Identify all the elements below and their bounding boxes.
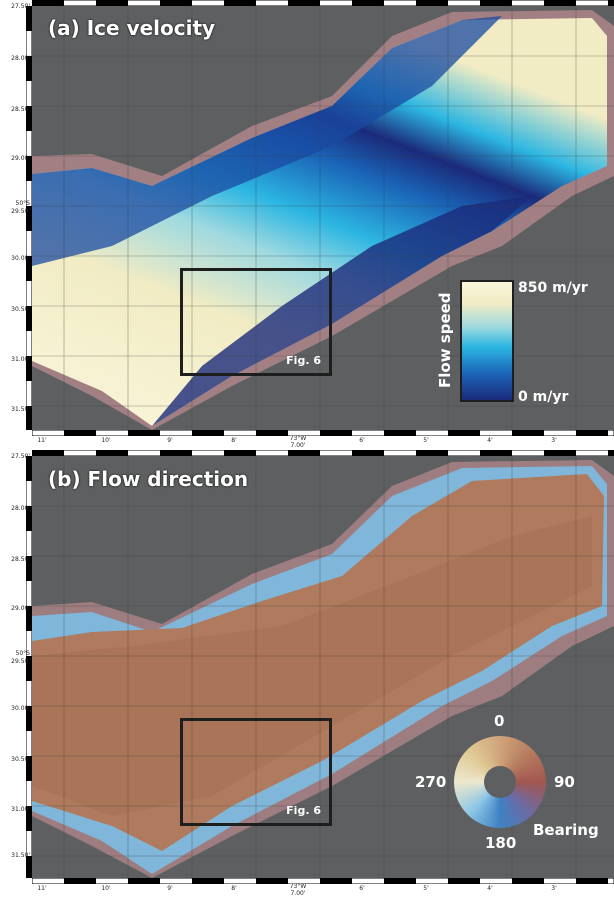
- y-tick-label: 31.50': [11, 852, 30, 859]
- y-tick-label: 31.50': [11, 406, 30, 413]
- velocity-map: [32, 6, 614, 430]
- x-tick-label: 4': [487, 437, 493, 444]
- bearing-north-label: 0: [494, 712, 505, 730]
- bearing-wheel-hole: [484, 766, 516, 798]
- y-tick-label: 28.50': [11, 106, 30, 113]
- y-tick-label: 27.50': [11, 3, 30, 10]
- x-tick-label: 5': [423, 885, 429, 892]
- x-tick-label: 73°W 7.00': [289, 883, 307, 897]
- panel-title: (b) Flow direction: [48, 467, 249, 491]
- x-tick-label: 11': [37, 437, 47, 444]
- y-tick-label: 50°S 29.50': [11, 650, 30, 665]
- y-tick-label: 28.50': [11, 556, 30, 563]
- x-tick-label: 8': [231, 885, 237, 892]
- y-tick-label: 27.50': [11, 453, 30, 460]
- y-tick-label: 31.00': [11, 806, 30, 813]
- y-tick-label: 30.50': [11, 306, 30, 313]
- x-tick-label: 10': [101, 885, 111, 892]
- y-tick-label: 30.00': [11, 255, 30, 262]
- legend-min-label: 0 m/yr: [518, 389, 569, 405]
- map-frame-left: [26, 456, 32, 878]
- velocity-raster: [32, 6, 614, 430]
- y-tick-label: 29.00': [11, 605, 30, 612]
- map-frame-top: [32, 0, 614, 6]
- x-tick-label: 8': [231, 437, 237, 444]
- x-tick-label: 5': [423, 437, 429, 444]
- direction-raster: [32, 456, 614, 878]
- legend-title: Flow speed: [436, 292, 454, 388]
- y-tick-label: 29.00': [11, 155, 30, 162]
- fig6-box: Fig. 6: [180, 718, 332, 826]
- legend-max-label: 850 m/yr: [518, 280, 588, 296]
- bearing-west-label: 270: [415, 773, 447, 791]
- x-tick-label: 11': [37, 885, 47, 892]
- x-tick-label: 9': [167, 437, 173, 444]
- x-tick-label: 3': [551, 885, 557, 892]
- panel-title: (a) Ice velocity: [48, 16, 216, 40]
- panel-flow-direction: 27.50' 28.00' 28.50' 29.00' 50°S 29.50' …: [0, 450, 614, 898]
- x-tick-label: 10': [101, 437, 111, 444]
- y-tick-label: 50°S 29.50': [11, 200, 30, 215]
- fig6-box: Fig. 6: [180, 268, 332, 376]
- x-tick-label: 3': [551, 437, 557, 444]
- map-frame-left: [26, 6, 32, 430]
- y-tick-label: 28.00': [11, 505, 30, 512]
- bearing-east-label: 90: [554, 773, 575, 791]
- bearing-legend-title: Bearing: [533, 821, 599, 839]
- x-tick-label: 4': [487, 885, 493, 892]
- flow-speed-colorbar: [460, 280, 514, 402]
- y-tick-label: 28.00': [11, 55, 30, 62]
- map-frame-top: [32, 450, 614, 456]
- panel-ice-velocity: 27.50' 28.00' 28.50' 29.00' 50°S 29.50' …: [11, 0, 614, 449]
- x-tick-label: 6': [359, 437, 365, 444]
- x-tick-label: 73°W 7.00': [289, 435, 307, 449]
- bearing-color-wheel: [454, 736, 546, 828]
- x-tick-label: 6': [359, 885, 365, 892]
- y-tick-label: 31.00': [11, 356, 30, 363]
- box-label: Fig. 6: [286, 354, 321, 367]
- bearing-south-label: 180: [485, 834, 517, 852]
- box-label: Fig. 6: [286, 804, 321, 817]
- map-frame-bottom: [32, 430, 614, 436]
- y-tick-label: 30.00': [11, 705, 30, 712]
- x-tick-label: 9': [167, 885, 173, 892]
- map-frame-bottom: [32, 878, 614, 884]
- y-tick-label: 30.50': [11, 756, 30, 763]
